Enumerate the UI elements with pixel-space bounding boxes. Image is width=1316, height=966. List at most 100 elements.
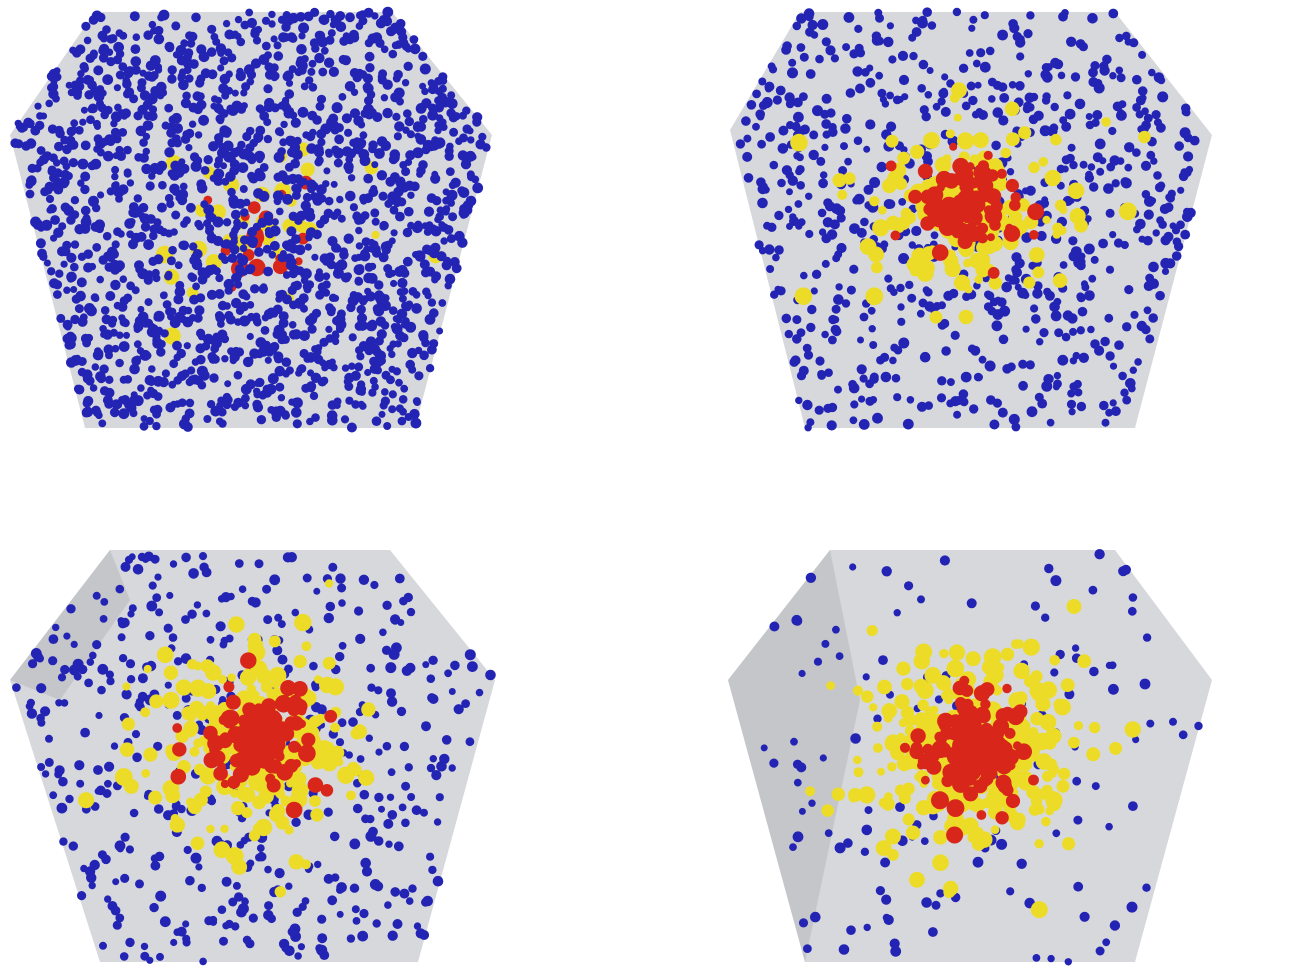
particle	[134, 194, 142, 202]
particle	[848, 380, 857, 389]
cluster-core	[963, 198, 980, 215]
particle	[102, 315, 112, 325]
particle	[459, 187, 470, 198]
particle	[299, 330, 310, 341]
particle	[267, 914, 276, 923]
particle	[1127, 902, 1138, 913]
particle	[898, 51, 908, 61]
particle	[118, 184, 128, 194]
particle	[761, 744, 768, 751]
particle	[996, 839, 1007, 850]
particle	[449, 688, 456, 695]
particle	[336, 886, 344, 894]
particle	[164, 104, 173, 113]
particle	[131, 44, 141, 54]
particle	[100, 598, 108, 606]
cluster-core	[1006, 179, 1019, 192]
particle	[1105, 409, 1113, 417]
particle	[1088, 275, 1096, 283]
particle	[890, 344, 898, 352]
particle	[999, 335, 1009, 345]
particle	[66, 604, 75, 613]
particle	[394, 841, 404, 851]
particle	[122, 689, 132, 699]
particle	[747, 100, 757, 110]
particle	[1098, 239, 1108, 249]
particle	[52, 95, 60, 103]
particle	[826, 108, 835, 117]
particle	[834, 386, 842, 394]
cluster-shell	[882, 703, 898, 719]
particle	[200, 200, 208, 208]
particle	[97, 191, 104, 198]
particle	[992, 320, 1003, 331]
cluster-core	[972, 737, 980, 745]
particle	[143, 133, 150, 140]
particle	[849, 563, 856, 570]
cluster-core	[297, 720, 306, 729]
particle	[129, 94, 138, 103]
particle	[385, 841, 392, 848]
particle	[99, 942, 107, 950]
cluster-shell	[206, 825, 215, 834]
particle	[153, 314, 161, 322]
particle	[422, 146, 431, 155]
particle	[112, 878, 119, 885]
particle	[207, 25, 216, 34]
particle	[478, 133, 486, 141]
particle	[166, 200, 174, 208]
cluster-shell	[860, 238, 877, 255]
particle	[255, 26, 262, 33]
particle	[976, 48, 985, 57]
cluster-core	[172, 742, 186, 756]
particle	[359, 17, 368, 26]
cluster-core	[932, 740, 950, 758]
cluster-shell	[124, 779, 139, 794]
cluster-shell	[901, 208, 912, 219]
cluster-shell	[358, 770, 374, 786]
particle	[397, 619, 404, 626]
particle	[998, 408, 1008, 418]
particle	[65, 795, 73, 803]
cluster-shell	[140, 707, 150, 717]
particle	[240, 208, 249, 217]
particle	[171, 21, 180, 30]
particle	[1096, 168, 1104, 176]
particle	[482, 143, 491, 152]
particle	[322, 272, 330, 280]
particle	[828, 315, 837, 324]
particle	[896, 284, 904, 292]
particle	[428, 866, 436, 874]
particle	[155, 608, 163, 616]
particle	[442, 735, 452, 745]
particle	[344, 373, 354, 383]
particle	[107, 247, 118, 258]
particle	[134, 321, 142, 329]
particle	[794, 779, 802, 787]
particle	[148, 323, 156, 331]
particle	[912, 27, 922, 37]
particle	[383, 422, 391, 430]
particle	[170, 317, 181, 328]
particle	[1036, 338, 1043, 345]
particle	[347, 934, 355, 942]
particle	[917, 310, 925, 318]
cluster-shell	[309, 795, 321, 807]
particle	[337, 269, 344, 276]
particle	[233, 882, 241, 890]
particle	[309, 83, 318, 92]
particle	[953, 8, 961, 16]
particle	[405, 663, 415, 673]
particle	[928, 21, 937, 30]
particle	[355, 634, 365, 644]
particle	[57, 803, 68, 814]
particle	[791, 615, 802, 626]
particle	[49, 278, 59, 288]
particle	[311, 254, 318, 261]
particle	[421, 721, 431, 731]
particle	[428, 85, 437, 94]
particle	[291, 407, 302, 418]
cluster-shell	[193, 738, 203, 748]
particle	[388, 768, 396, 776]
particle	[164, 147, 174, 157]
